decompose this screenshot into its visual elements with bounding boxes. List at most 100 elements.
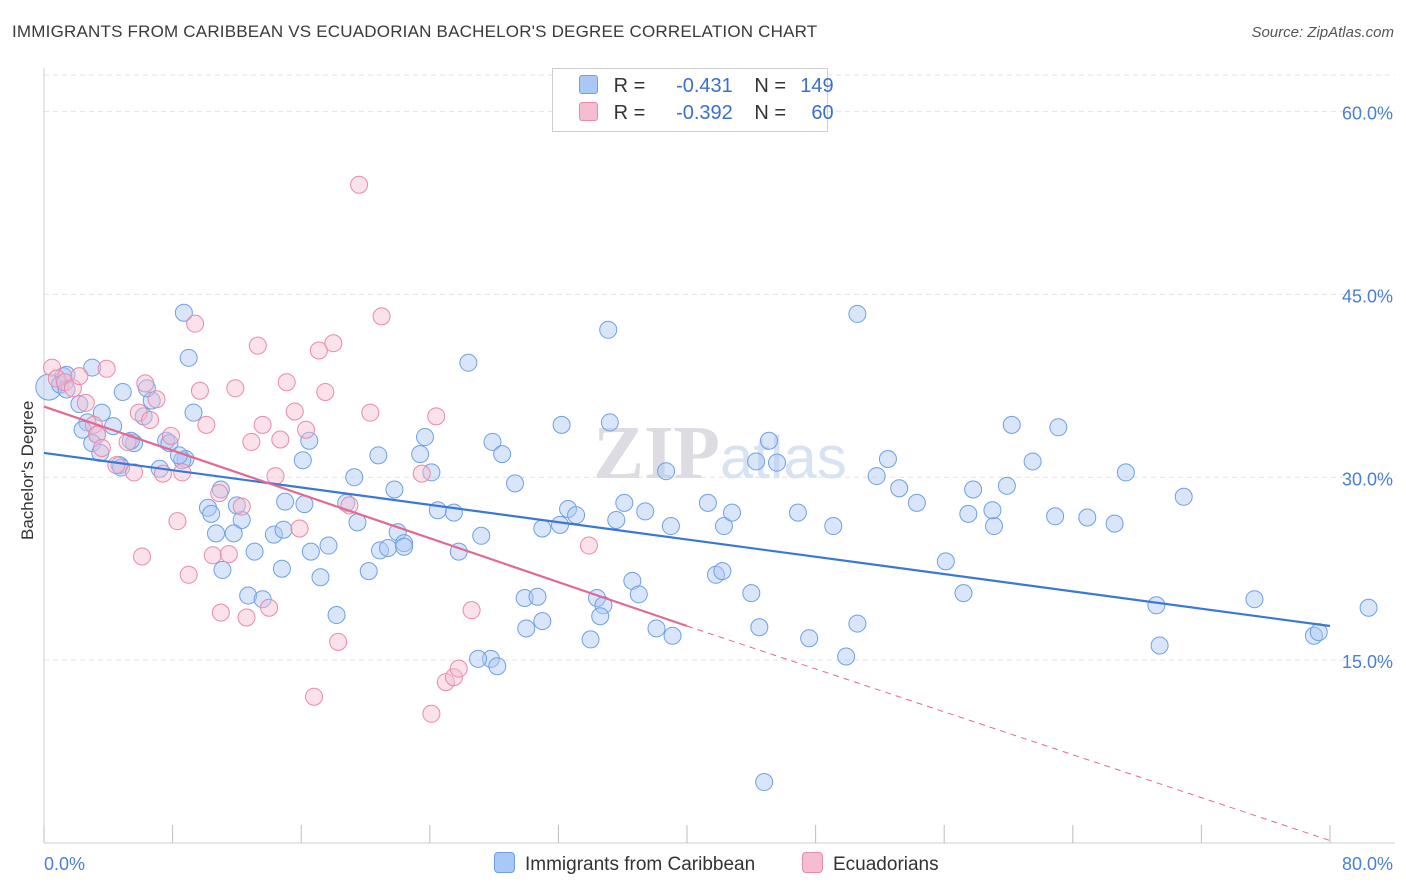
data-point	[186, 314, 205, 333]
data-point	[591, 607, 610, 626]
data-point	[411, 445, 430, 464]
legend-r-value: -0.431	[676, 75, 733, 97]
y-tick-label: 30.0%	[1342, 469, 1393, 489]
data-point	[1078, 508, 1097, 527]
data-point	[600, 413, 619, 432]
trend-line-caribbean	[43, 451, 1331, 628]
series-caribbean	[35, 303, 1378, 792]
data-point	[412, 464, 431, 483]
data-point	[184, 403, 203, 422]
watermark-zip: ZIP	[593, 411, 720, 495]
trend-line-ecuadorians	[43, 405, 688, 628]
data-point	[379, 538, 398, 557]
data-point	[133, 547, 152, 566]
data-point	[629, 585, 648, 604]
data-point	[345, 468, 364, 487]
data-point	[528, 587, 547, 606]
data-point	[290, 519, 309, 538]
data-point	[1304, 626, 1323, 645]
data-points	[35, 175, 1378, 792]
data-point	[907, 493, 926, 512]
data-point	[713, 562, 732, 581]
data-point	[615, 493, 634, 512]
data-point	[427, 407, 446, 426]
data-point	[70, 395, 89, 414]
data-point	[878, 450, 897, 468]
data-point	[174, 303, 193, 322]
data-point	[422, 704, 441, 723]
data-point	[219, 545, 238, 564]
data-point	[277, 373, 296, 392]
bottom-legend-label-ecuadorians: Ecuadorians	[833, 854, 939, 875]
data-point	[372, 307, 391, 326]
data-point	[723, 503, 742, 522]
data-point	[742, 584, 761, 603]
data-point	[964, 480, 983, 499]
data-point	[239, 586, 258, 605]
data-point	[327, 606, 346, 625]
source-label: Source: ZipAtlas.com	[1251, 24, 1394, 41]
data-point	[1147, 596, 1166, 615]
data-point	[1245, 590, 1264, 609]
data-point	[361, 403, 380, 422]
data-point	[959, 504, 978, 523]
data-point	[70, 367, 89, 386]
data-point	[253, 415, 272, 434]
tick-labels: 15.0% 30.0% 45.0% 60.0% 0.0% 80.0%	[44, 104, 1393, 874]
x-tick-label: 80.0%	[1342, 854, 1393, 874]
trend-line-extension	[686, 625, 1331, 842]
watermark: ZIPatlas	[593, 411, 846, 495]
data-point	[567, 506, 586, 525]
bottom-legend-swatch-ecuadorians	[802, 852, 823, 873]
data-point	[750, 618, 769, 637]
data-point	[422, 463, 441, 482]
data-point	[83, 358, 102, 377]
legend-r-label: R =	[613, 102, 646, 124]
data-point	[985, 517, 1004, 536]
bottom-legend-label-caribbean: Immigrants from Caribbean	[525, 854, 756, 875]
data-point	[488, 657, 507, 676]
data-point	[293, 451, 312, 470]
data-point	[1002, 415, 1021, 434]
data-point	[997, 476, 1016, 495]
data-point	[579, 536, 598, 555]
data-point	[84, 415, 103, 434]
data-point	[260, 598, 279, 617]
data-point	[415, 428, 434, 447]
data-point	[350, 175, 369, 194]
data-point	[505, 474, 524, 493]
data-point	[136, 374, 155, 393]
data-point	[245, 542, 264, 561]
data-point	[657, 462, 676, 481]
data-point	[203, 546, 222, 565]
chart-title: IMMIGRANTS FROM CARIBBEAN VS ECUADORIAN …	[12, 22, 818, 41]
data-point	[237, 608, 256, 627]
data-point	[983, 501, 1002, 520]
legend-swatch-ecuadorians	[579, 102, 598, 121]
data-point	[1116, 463, 1135, 482]
legend-row-caribbean: R = -0.431 N = 149	[579, 75, 834, 99]
data-point	[747, 452, 766, 471]
data-point	[141, 410, 160, 429]
data-point	[824, 517, 843, 536]
data-point	[867, 467, 886, 486]
data-point	[1359, 598, 1378, 617]
data-point	[517, 619, 536, 638]
data-point	[92, 439, 111, 458]
data-point	[226, 379, 245, 398]
correlation-legend: R = -0.431 N = 149 R = -0.392 N = 60	[552, 68, 834, 132]
data-point	[954, 584, 973, 603]
data-point	[369, 446, 388, 465]
data-point	[232, 497, 251, 516]
data-point	[533, 612, 552, 631]
data-point	[698, 493, 717, 512]
data-point	[551, 515, 570, 534]
bottom-legend-ecuadorians: Ecuadorians	[802, 852, 939, 876]
trend-lines	[43, 405, 1331, 842]
data-point	[97, 359, 116, 378]
data-point	[469, 649, 488, 668]
legend-n-label: N =	[754, 75, 787, 97]
data-point	[395, 537, 414, 556]
series-ecuadorians	[43, 175, 598, 723]
